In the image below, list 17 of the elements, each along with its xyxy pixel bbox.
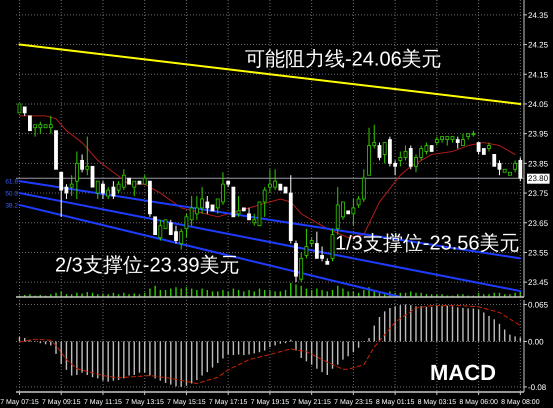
y-tick-label: 24.35 [528, 10, 549, 20]
y-tick-label: 23.45 [528, 278, 549, 288]
y-tick-label: 24.15 [528, 70, 549, 80]
y-tick-label: 23.95 [528, 130, 549, 139]
y-tick-label: 23.55 [528, 248, 549, 258]
ref-line-label: 23.80 [528, 174, 549, 184]
annotation: 可能阻力线-24.06美元 [245, 47, 442, 70]
y-tick-label: 23.75 [528, 189, 549, 198]
y-tick-label: 23.85 [528, 159, 549, 168]
y-tick-label: -0.08 [528, 382, 547, 392]
annotation: MACD [430, 360, 496, 385]
y-tick-label: 24.05 [528, 100, 549, 109]
y-tick-label: 0.00 [528, 337, 544, 346]
y-tick-label: 24.25 [528, 40, 549, 50]
annotation: 2/3支撑位-23.39美元 [55, 253, 240, 276]
y-tick-label: 0.065 [528, 300, 549, 310]
y-tick-label: 23.65 [528, 218, 549, 228]
